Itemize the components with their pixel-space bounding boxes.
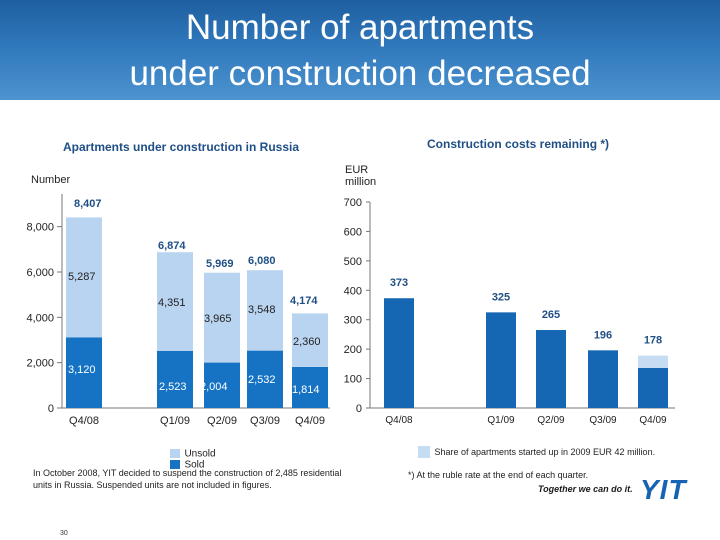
cost-bar [486,312,516,408]
legend-share-swatch [418,445,430,458]
right-x-tick-label: Q4/09 [639,415,667,426]
right-x-tick-label: Q2/09 [537,415,565,426]
unsold-bar [66,217,102,338]
right-footnote: *) At the ruble rate at the end of each … [408,470,589,480]
unsold-bar [157,252,193,351]
left-x-tick-label: Q4/09 [295,415,325,427]
legend-share: Share of apartments started up in 2009 E… [418,443,655,461]
left-y-tick-label: 0 [48,403,54,415]
right-x-tick-label: Q4/08 [385,415,413,426]
total-value-label: 4,174 [290,295,318,307]
cost-bar [588,350,618,408]
legend-sold-swatch [170,460,180,470]
left-y-tick-label: 8,000 [26,222,54,234]
left-x-tick-label: Q1/09 [160,415,190,427]
unsold-value-label: 2,360 [293,336,321,348]
sold-bar [157,350,193,408]
unsold-bar [247,270,283,351]
cost-value-label: 325 [492,291,510,303]
right-chart: 0 100 200 300 400 500 600 700 Q4/08 373 Q1/09 325 Q2… [344,197,675,426]
sold-bar [247,350,283,408]
left-y-tick-label: 2,000 [26,358,54,370]
total-value-label: 5,969 [206,258,234,270]
left-y-tick-label: 4,000 [26,312,54,324]
legend-unsold-label: Unsold [184,448,216,460]
page-title-line-1: Number of apartments [185,8,535,47]
sold-value-label: 3,120 [68,364,96,376]
cost-bar [638,367,668,408]
left-x-tick-label: Q3/09 [250,415,280,427]
left-chart: 0 2,000 4,000 6,000 8,000 Q4/08 Q1/09 Q2/09 Q3/0… [26,194,330,427]
left-x-tick-label: Q2/09 [207,415,237,427]
left-x-tick-label: Q4/08 [69,415,99,427]
unsold-bar [292,313,328,367]
right-x-tick-label: Q1/09 [487,415,515,426]
cost-value-label: 373 [390,277,408,289]
legend-sold: Sold [170,456,204,474]
cost-bar [384,298,414,408]
cost-bar [536,330,566,408]
right-y-tick-label: 300 [344,315,362,327]
cost-bar-share [638,355,668,368]
brand-slogan: Together we can do it. [538,484,633,494]
sold-value-label: 1,814 [292,384,320,396]
left-footnote: In October 2008, YIT decided to suspend … [33,468,342,490]
right-y-tick-label: 200 [344,344,362,356]
left-chart-ylabel: Number [31,174,71,186]
right-y-tick-label: 100 [344,374,362,386]
title-banner: Number of apartments under construction … [0,0,720,100]
legend-sold-label: Sold [184,459,205,471]
unsold-value-label: 5,287 [68,271,96,283]
right-y-tick-label: 0 [356,403,362,415]
right-chart-title: Construction costs remaining *) [427,137,610,151]
sold-value-label: 2,004 [200,381,228,393]
sold-value-label: 2,532 [248,374,276,386]
sold-bar [204,362,240,408]
page-title-line-2: under construction decreased [129,54,591,93]
total-value-label: 8,407 [74,198,102,210]
unsold-value-label: 3,548 [248,304,276,316]
legend-share-label: Share of apartments started up in 2009 E… [434,446,656,457]
page-number: 30 [60,530,68,537]
right-chart-ylabel: EUR million [345,164,377,188]
right-x-tick-label: Q3/09 [589,415,617,426]
legend-unsold: Unsold [170,445,216,463]
sold-value-label: 2,523 [159,381,187,393]
unsold-value-label: 4,351 [158,297,186,309]
total-value-label: 6,874 [158,240,186,252]
right-y-tick-label: 400 [344,285,362,297]
right-y-tick-label: 700 [344,197,362,209]
cost-value-label: 265 [542,309,560,321]
sold-bar [292,366,328,408]
unsold-bar [204,272,240,363]
cost-value-label: 178 [644,335,662,347]
yit-logo: YIT [640,474,687,505]
sold-bar [66,337,102,408]
legend-unsold-swatch [170,449,180,459]
total-value-label: 6,080 [248,255,276,267]
cost-value-label: 196 [594,329,612,341]
right-y-tick-label: 600 [344,226,362,238]
left-y-tick-label: 6,000 [26,267,54,279]
unsold-value-label: 3,965 [204,313,232,325]
right-y-tick-label: 500 [344,256,362,268]
left-chart-title: Apartments under construction in Russia [63,140,300,154]
